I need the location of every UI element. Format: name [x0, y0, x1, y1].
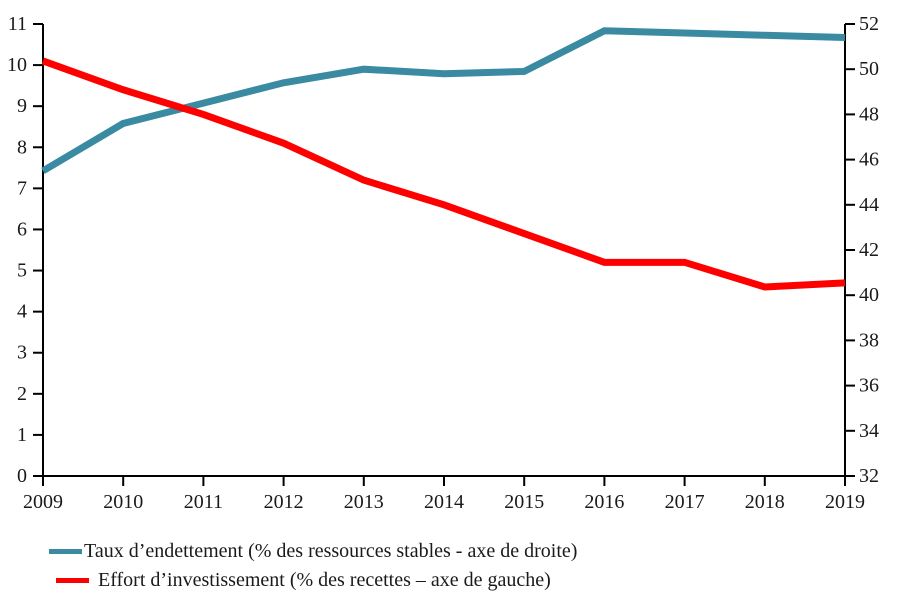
- x-axis-tick-label: 2012: [264, 491, 304, 513]
- left-axis-tick-label: 8: [17, 136, 27, 158]
- right-axis-tick-label: 50: [859, 58, 879, 80]
- legend-line-marker-effort: [56, 578, 89, 583]
- chart-legend: Taux d’endettement (% des ressources sta…: [0, 537, 897, 595]
- x-axis-tick-label: 2010: [103, 491, 143, 513]
- right-axis-tick-label: 42: [859, 239, 879, 261]
- x-axis-tick-label: 2015: [504, 491, 544, 513]
- left-axis-tick-label: 10: [7, 54, 27, 76]
- right-axis-tick-label: 40: [859, 284, 879, 306]
- left-axis-tick-label: 6: [17, 218, 27, 240]
- left-axis-tick-label: 3: [17, 342, 27, 364]
- x-axis-tick-label: 2013: [344, 491, 384, 513]
- left-axis-tick-label: 2: [17, 383, 27, 405]
- x-axis-tick-label: 2011: [184, 491, 223, 513]
- legend-item-effort-investissement: Effort d’investissement (% des recettes …: [0, 566, 897, 595]
- left-axis-tick-label: 9: [17, 95, 27, 117]
- right-axis-tick-label: 46: [859, 149, 879, 171]
- series-line-taux-endettement: [41, 27, 846, 174]
- right-axis-tick-label: 52: [859, 13, 879, 35]
- right-axis-tick-label: 36: [859, 375, 879, 397]
- right-axis-tick-label: 44: [859, 194, 879, 216]
- left-axis-tick-label: 7: [17, 177, 27, 199]
- x-axis-tick-label: 2009: [23, 491, 63, 513]
- x-axis-tick-label: 2018: [745, 491, 785, 513]
- left-axis-tick-label: 5: [17, 260, 27, 282]
- right-axis-tick-label: 34: [859, 420, 879, 442]
- x-axis-tick-label: 2017: [665, 491, 705, 513]
- series-line-effort-investissement: [41, 57, 846, 291]
- legend-item-taux-endettement: Taux d’endettement (% des ressources sta…: [0, 537, 897, 566]
- left-axis-tick-label: 11: [8, 13, 27, 35]
- right-axis-tick-label: 38: [859, 329, 879, 351]
- legend-label-effort: Effort d’investissement (% des recettes …: [98, 569, 551, 591]
- left-axis-tick-label: 4: [17, 301, 27, 323]
- legend-label-taux: Taux d’endettement (% des ressources sta…: [84, 540, 578, 562]
- left-axis-tick-label: 1: [17, 424, 27, 446]
- right-axis-tick-label: 32: [859, 465, 879, 487]
- x-axis-tick-label: 2019: [825, 491, 865, 513]
- x-axis-tick-label: 2016: [584, 491, 624, 513]
- right-axis-tick-label: 48: [859, 103, 879, 125]
- x-axis-tick-label: 2014: [424, 491, 464, 513]
- line-chart-canvas: 0123456789101132343638404244464850522009…: [7, 13, 879, 513]
- legend-line-marker-taux: [49, 549, 82, 554]
- left-axis-tick-label: 0: [17, 465, 27, 487]
